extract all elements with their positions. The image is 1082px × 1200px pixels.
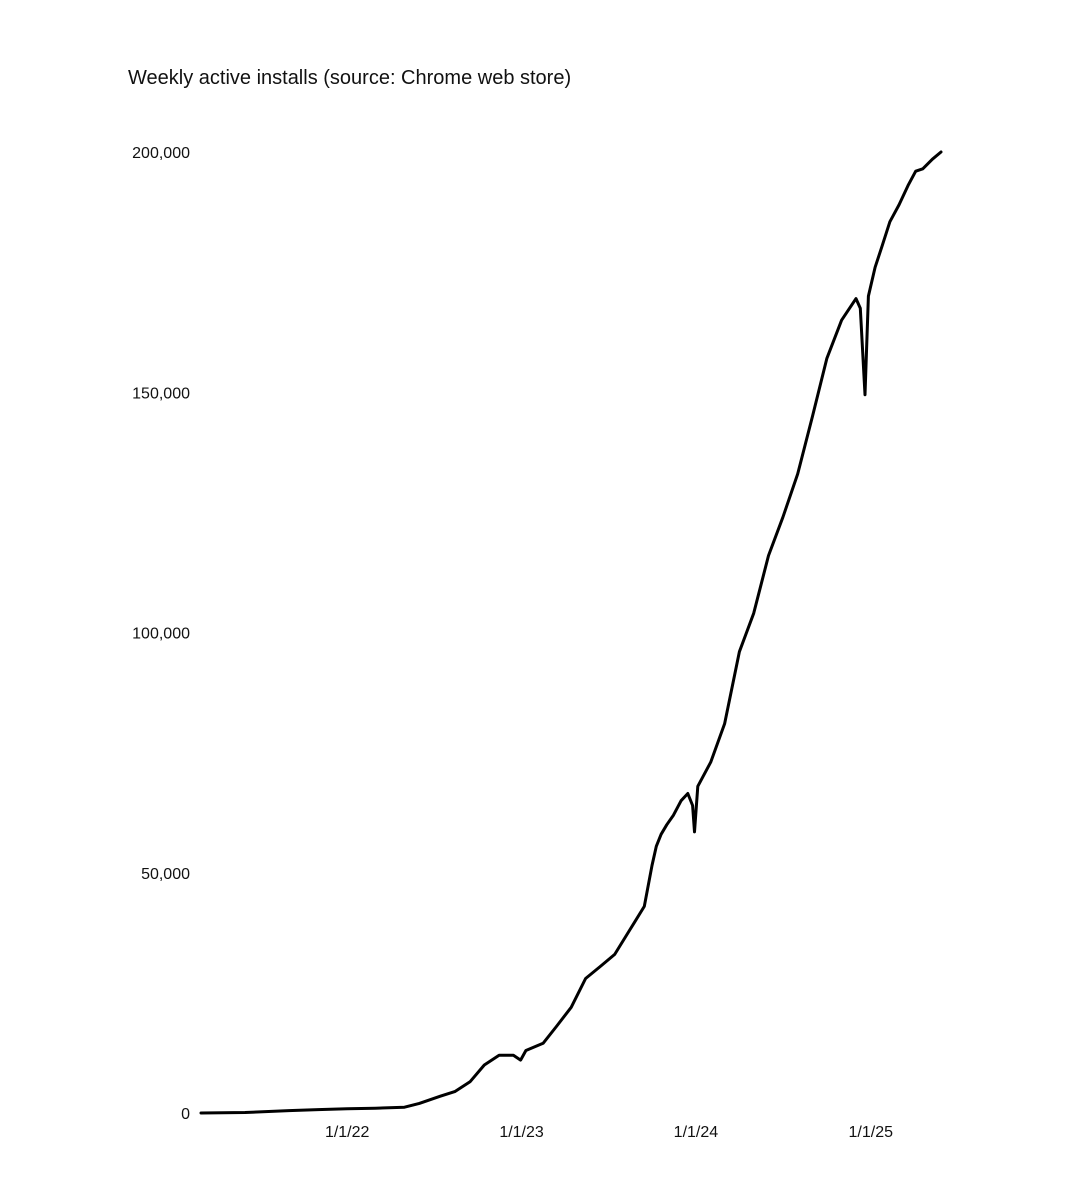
series-line xyxy=(199,150,943,1115)
x-tick-label: 1/1/23 xyxy=(499,1124,544,1141)
x-tick-label: 1/1/24 xyxy=(674,1124,719,1141)
chart-title: Weekly active installs (source: Chrome w… xyxy=(128,67,571,89)
x-tick-label: 1/1/25 xyxy=(849,1124,894,1141)
y-tick-label: 100,000 xyxy=(132,626,190,643)
x-axis-tick-labels: 1/1/22 1/1/23 1/1/24 1/1/25 xyxy=(325,1124,893,1141)
series-lines xyxy=(199,150,943,1115)
y-tick-label: 0 xyxy=(181,1106,190,1123)
x-tick-label: 1/1/22 xyxy=(325,1124,370,1141)
y-axis-tick-labels: 0 50,000 100,000 150,000 200,000 xyxy=(132,145,190,1123)
y-tick-label: 150,000 xyxy=(132,385,190,402)
y-tick-label: 200,000 xyxy=(132,145,190,162)
y-tick-label: 50,000 xyxy=(141,866,190,883)
